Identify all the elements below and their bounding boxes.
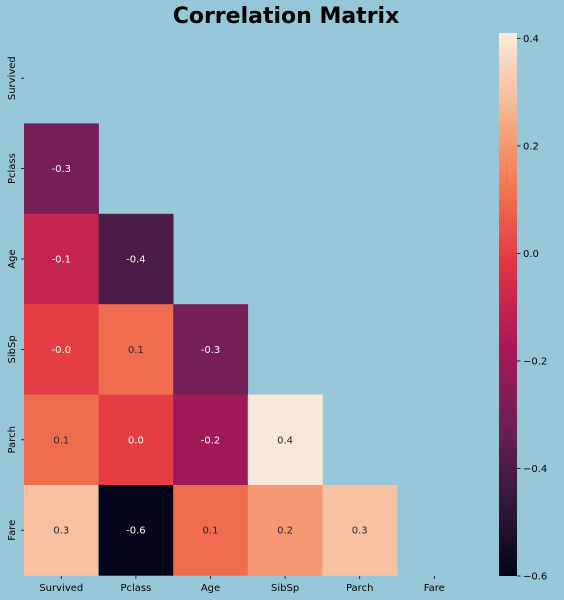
cell-value-label: -0.3 — [201, 345, 221, 356]
x-tick-label: Age — [201, 583, 220, 594]
colorbar-tick-label: −0.2 — [523, 356, 547, 367]
cell-value-label: 0.1 — [128, 345, 144, 356]
y-tick-label: Age — [7, 249, 18, 268]
cell-value-label: -0.6 — [126, 526, 146, 537]
heatmap-cell-fare-survived — [24, 485, 99, 576]
cell-value-label: 0.1 — [53, 435, 69, 446]
x-tick-label: Survived — [39, 583, 83, 594]
colorbar-tick-label: 0.4 — [523, 34, 539, 45]
x-tick-label: Fare — [424, 583, 445, 594]
colorbar-tick-label: −0.6 — [523, 572, 547, 583]
chart-title: Correlation Matrix — [173, 4, 400, 29]
y-tick-label: Pclass — [7, 153, 18, 184]
colorbar: 0.4 0.2 0.0 −0.2 −0.4 −0.6 — [499, 33, 547, 583]
heatmap-cells: -0.3 -0.1 -0.4 -0.0 0.1 -0.3 0.1 0.0 -0.2 0.4 0.3 -… — [24, 123, 398, 576]
heatmap-cell-parch-sibsp — [247, 394, 323, 486]
cell-value-label: 0.4 — [277, 435, 293, 446]
heatmap-cell-age-survived — [24, 213, 99, 305]
heatmap-cell-parch-pclass — [98, 394, 174, 486]
heatmap-cell-fare-parch — [322, 485, 398, 576]
heatmap-cell-parch-age — [173, 394, 249, 486]
heatmap-cell-sibsp-age — [173, 304, 249, 395]
cell-value-label: 0.2 — [277, 526, 293, 537]
heatmap-cell-sibsp-survived — [24, 304, 99, 395]
cell-value-label: -0.4 — [126, 255, 146, 266]
cell-value-label: 0.3 — [53, 526, 69, 537]
cell-value-label: 0.3 — [352, 526, 368, 537]
x-tick-label: Pclass — [120, 583, 151, 594]
cell-value-label: -0.0 — [52, 345, 72, 356]
heatmap-cell-sibsp-pclass — [98, 304, 174, 395]
heatmap-cell-parch-survived — [24, 394, 99, 486]
x-tick-label: SibSp — [271, 583, 299, 594]
x-axis-ticks: Survived Pclass Age SibSp Parch Fare — [39, 576, 445, 594]
heatmap-cell-age-pclass — [98, 213, 174, 305]
cell-value-label: 0.1 — [203, 526, 219, 537]
x-tick-label: Parch — [346, 583, 373, 594]
heatmap-cell-fare-pclass — [98, 485, 174, 576]
y-tick-label: Parch — [7, 426, 18, 453]
cell-value-label: 0.0 — [128, 435, 144, 446]
y-tick-label: SibSp — [7, 335, 18, 363]
heatmap-cell-pclass-survived — [24, 123, 99, 215]
y-tick-label: Fare — [7, 520, 18, 541]
colorbar-tick-label: 0.2 — [523, 141, 539, 152]
cell-value-label: -0.2 — [201, 435, 221, 446]
colorbar-tick-label: −0.4 — [523, 464, 547, 475]
colorbar-tick-label: 0.0 — [523, 249, 539, 260]
cell-value-label: -0.1 — [52, 255, 72, 266]
y-axis-ticks: Survived Pclass Age SibSp Parch Fare — [7, 56, 24, 541]
colorbar-gradient — [499, 33, 517, 576]
heatmap-cell-fare-age — [173, 485, 249, 576]
y-tick-label: Survived — [7, 56, 18, 100]
heatmap-cell-fare-sibsp — [247, 485, 323, 576]
cell-value-label: -0.3 — [52, 164, 72, 175]
